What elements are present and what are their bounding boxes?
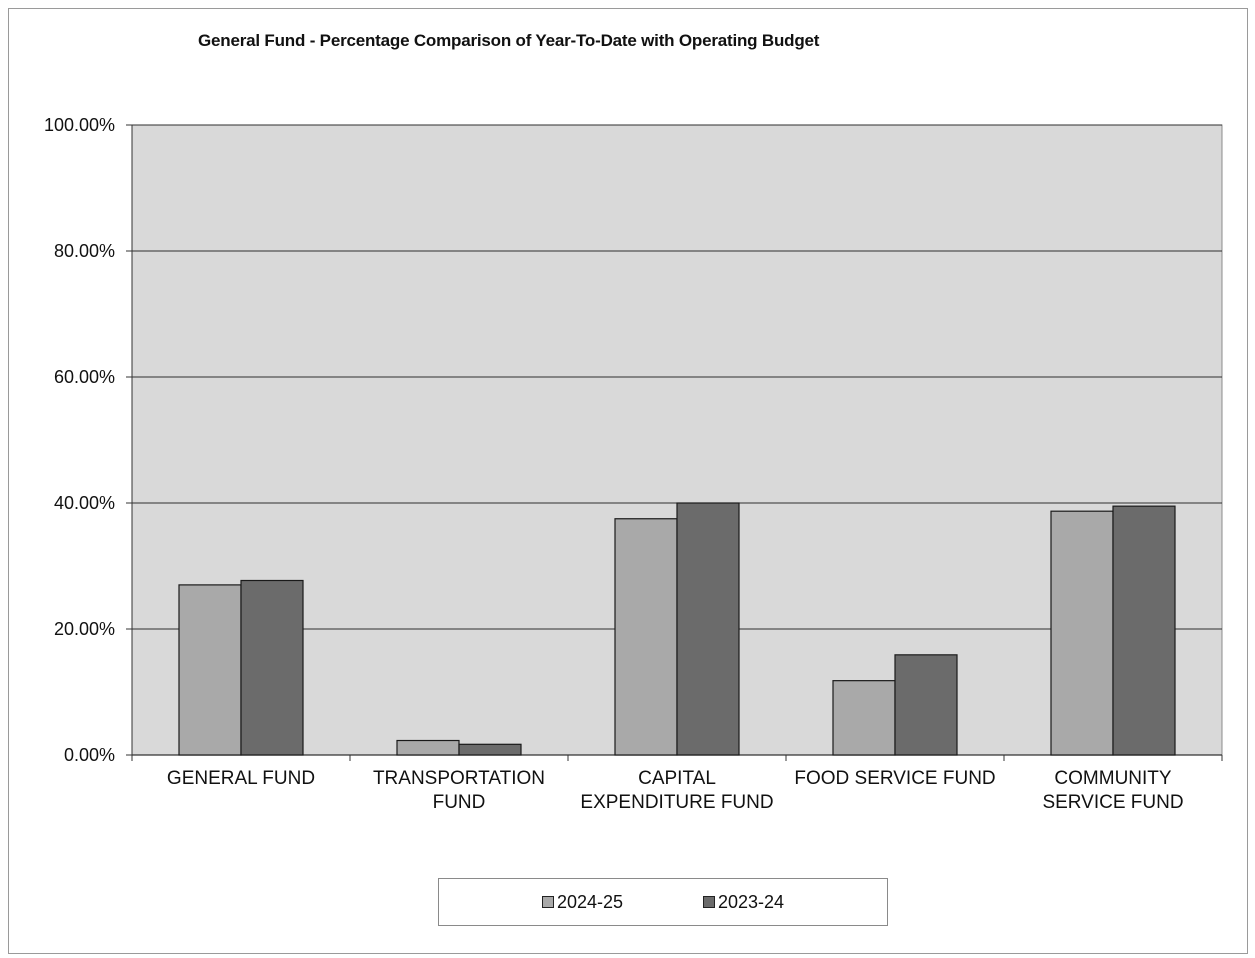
x-tick-label: SERVICE FUND bbox=[1042, 792, 1183, 813]
bar-series-1 bbox=[832, 680, 896, 756]
y-tick-label: 20.00% bbox=[54, 619, 115, 639]
x-tick-label: GENERAL FUND bbox=[167, 768, 315, 789]
legend-label-series-1: 2024-25 bbox=[556, 891, 623, 912]
bar-series-1 bbox=[1050, 510, 1114, 756]
y-tick-label: 40.00% bbox=[54, 493, 115, 513]
y-tick-label: 60.00% bbox=[54, 367, 115, 387]
bar-series-1 bbox=[396, 739, 460, 756]
bar-series-1 bbox=[614, 518, 678, 756]
legend-swatch-series-2 bbox=[703, 896, 715, 908]
x-tick-label: FUND bbox=[433, 792, 486, 813]
bar-series-2 bbox=[894, 654, 958, 756]
legend-item-series-1: 2024-25 bbox=[541, 891, 623, 913]
legend-swatch-series-1 bbox=[541, 896, 554, 908]
chart-title: General Fund - Percentage Comparison of … bbox=[198, 31, 820, 50]
bar-series-2 bbox=[458, 743, 522, 756]
bar-series-2 bbox=[676, 502, 740, 756]
legend-label-series-2: 2023-24 bbox=[718, 891, 785, 912]
x-tick-label: COMMUNITY bbox=[1054, 768, 1171, 789]
bar-series-2 bbox=[240, 579, 304, 756]
bar-series-2 bbox=[1112, 505, 1176, 756]
x-tick-label: FOOD SERVICE FUND bbox=[794, 768, 995, 789]
legend-item-series-2: 2023-24 bbox=[703, 892, 784, 913]
bar-series-1 bbox=[178, 584, 242, 756]
x-tick-label: EXPENDITURE FUND bbox=[580, 792, 773, 813]
x-tick-label: CAPITAL bbox=[638, 768, 716, 789]
legend: 2024-25 2023-24 bbox=[438, 878, 888, 926]
y-tick-label: 100.00% bbox=[44, 115, 115, 135]
y-tick-label: 80.00% bbox=[54, 241, 115, 261]
y-tick-label: 0.00% bbox=[64, 745, 115, 765]
x-tick-label: TRANSPORTATION bbox=[373, 768, 545, 789]
